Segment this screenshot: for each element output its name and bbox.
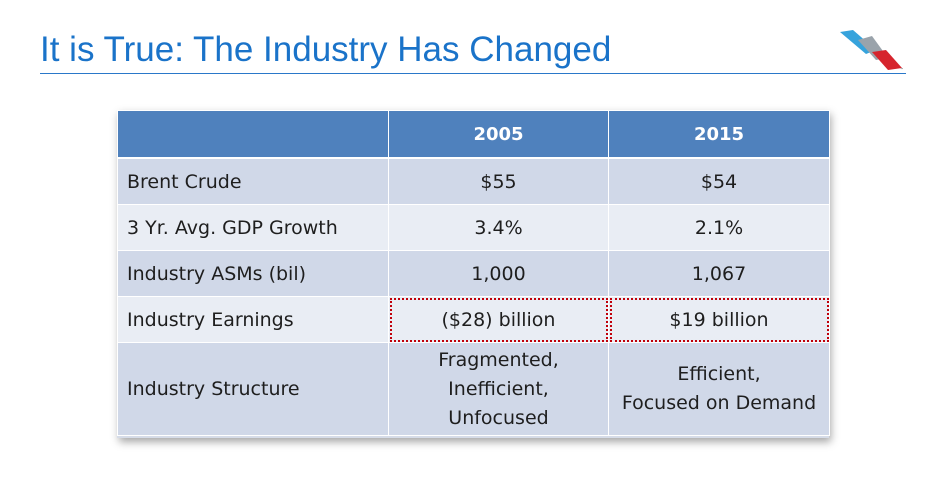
header-2005: 2005 (388, 110, 609, 159)
cell-2015: Efficient, Focused on Demand (608, 342, 830, 436)
industry-comparison-table: 2005 2015 Brent Crude $55 $54 3 Yr. Avg.… (117, 110, 830, 436)
cell-2005-highlighted: ($28) billion (388, 296, 609, 343)
header-label-col (117, 110, 389, 159)
header-2015: 2015 (608, 110, 830, 159)
table-row: Industry Structure Fragmented, Inefficie… (117, 342, 830, 436)
cell-2005: Fragmented, Inefficient, Unfocused (388, 342, 609, 436)
cell-2015: 1,067 (608, 250, 830, 297)
cell-line: Unfocused (448, 406, 549, 429)
table-row: Brent Crude $55 $54 (117, 157, 830, 205)
cell-2015-highlighted: $19 billion (608, 296, 830, 343)
cell-line: Focused on Demand (621, 392, 817, 414)
slide-title: It is True: The Industry Has Changed (40, 30, 612, 69)
cell-2015: $54 (608, 157, 830, 205)
svg-text:™: ™ (900, 67, 904, 72)
row-label: Industry Earnings (117, 296, 389, 343)
row-label: 3 Yr. Avg. GDP Growth (117, 204, 389, 251)
cell-line: Inefficient, (448, 377, 549, 400)
cell-2005: $55 (388, 157, 609, 205)
cell-2005: 1,000 (388, 250, 609, 297)
table-row: 3 Yr. Avg. GDP Growth 3.4% 2.1% (117, 204, 830, 251)
cell-line: Efficient, (677, 363, 761, 385)
row-label: Brent Crude (117, 157, 389, 205)
comparison-table-container: 2005 2015 Brent Crude $55 $54 3 Yr. Avg.… (117, 110, 830, 438)
row-label: Industry ASMs (bil) (117, 250, 389, 297)
cell-line: Fragmented, (438, 348, 559, 371)
title-divider (40, 73, 906, 74)
american-airlines-flight-symbol-icon: ™ (840, 30, 904, 72)
table-header-row: 2005 2015 (117, 110, 830, 159)
cell-2005: 3.4% (388, 204, 609, 251)
row-label: Industry Structure (117, 342, 389, 436)
table-row: Industry Earnings ($28) billion $19 bill… (117, 296, 830, 343)
table-row: Industry ASMs (bil) 1,000 1,067 (117, 250, 830, 297)
cell-2015: 2.1% (608, 204, 830, 251)
